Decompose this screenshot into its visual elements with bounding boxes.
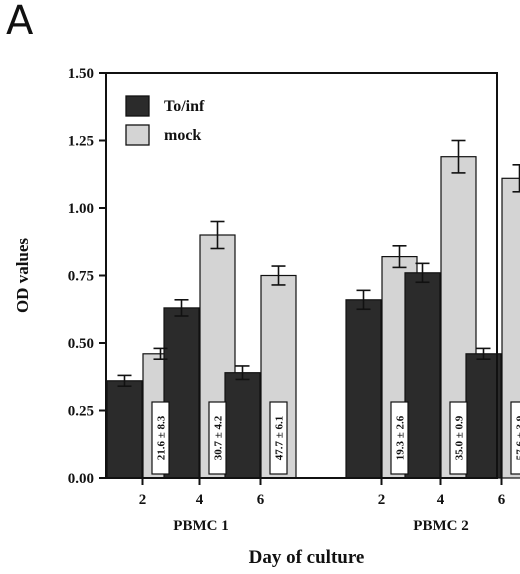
legend-swatch-mock: [125, 124, 150, 146]
group-label-pbmc-2: PBMC 2: [413, 518, 468, 534]
annotation-text: 19.3 ± 2.6: [395, 415, 407, 460]
y-tick-label: 0.25: [68, 404, 94, 420]
annotation-text: 57.6 ± 3.9: [515, 415, 520, 460]
annotation-box: 47.7 ± 6.1: [269, 401, 288, 475]
annotation-box: 19.3 ± 2.6: [390, 401, 409, 475]
error-bar: [476, 347, 491, 361]
bar-to-inf: [106, 380, 143, 479]
annotation-text: 47.7 ± 6.1: [274, 416, 286, 461]
annotation-text: 21.6 ± 8.3: [156, 415, 168, 460]
error-bar: [153, 347, 168, 361]
legend-label-to-inf: To/inf: [164, 98, 205, 115]
x-tick-label: 2: [378, 492, 386, 508]
annotation-box: 30.7 ± 4.2: [208, 401, 227, 475]
y-axis-ticks: 0.00 0.25 0.50 0.75 1.00 1.25 1.50: [68, 66, 106, 487]
error-bar: [174, 298, 189, 317]
error-bar: [392, 245, 407, 269]
annotation-box: 21.6 ± 8.3: [151, 401, 170, 475]
panel-label: A: [6, 0, 34, 44]
group-label-pbmc-1: PBMC 1: [173, 518, 228, 534]
x-tick-label: 6: [257, 492, 265, 508]
x-axis-title: Day of culture: [249, 547, 365, 568]
bar-to-inf: [163, 307, 200, 479]
error-bar: [451, 139, 466, 174]
error-bar: [356, 289, 371, 311]
x-tick-label: 2: [139, 492, 147, 508]
y-tick-label: 0.75: [68, 269, 94, 285]
y-tick-label: 0.00: [68, 471, 94, 487]
y-tick-label: 1.00: [68, 201, 94, 217]
bar-to-inf: [224, 372, 261, 479]
y-tick-label: 0.50: [68, 336, 94, 352]
legend: To/inf mock: [125, 95, 205, 146]
plot-area: [105, 72, 498, 479]
value-annotations: 21.6 ± 8.3 30.7 ± 4.2 47.7 ± 6.1 19.3 ± 2.6…: [151, 401, 520, 475]
error-bar: [271, 265, 286, 286]
y-tick-label: 1.50: [68, 66, 94, 82]
error-bars: [117, 139, 520, 388]
bar-to-inf: [345, 299, 382, 479]
x-tick-label: 4: [196, 492, 204, 508]
x-tick-label: 4: [437, 492, 445, 508]
legend-swatch-to-inf: [125, 95, 150, 117]
annotation-text: 35.0 ± 0.9: [454, 415, 466, 460]
annotation-box: 57.6 ± 3.9: [510, 401, 520, 475]
y-tick-label: 1.25: [68, 134, 94, 150]
error-bar: [235, 365, 250, 381]
error-bar: [415, 262, 430, 284]
error-bar: [117, 374, 132, 388]
legend-label-mock: mock: [164, 127, 201, 144]
error-bar: [210, 220, 225, 250]
bar-to-inf: [465, 353, 502, 479]
y-axis-title: OD values: [13, 238, 32, 313]
annotation-box: 35.0 ± 0.9: [449, 401, 468, 475]
bar-to-inf: [404, 272, 441, 479]
x-axis-ticks: 2 4 6 2 4 6: [139, 478, 506, 508]
annotation-text: 30.7 ± 4.2: [213, 415, 225, 460]
x-tick-label: 6: [498, 492, 506, 508]
